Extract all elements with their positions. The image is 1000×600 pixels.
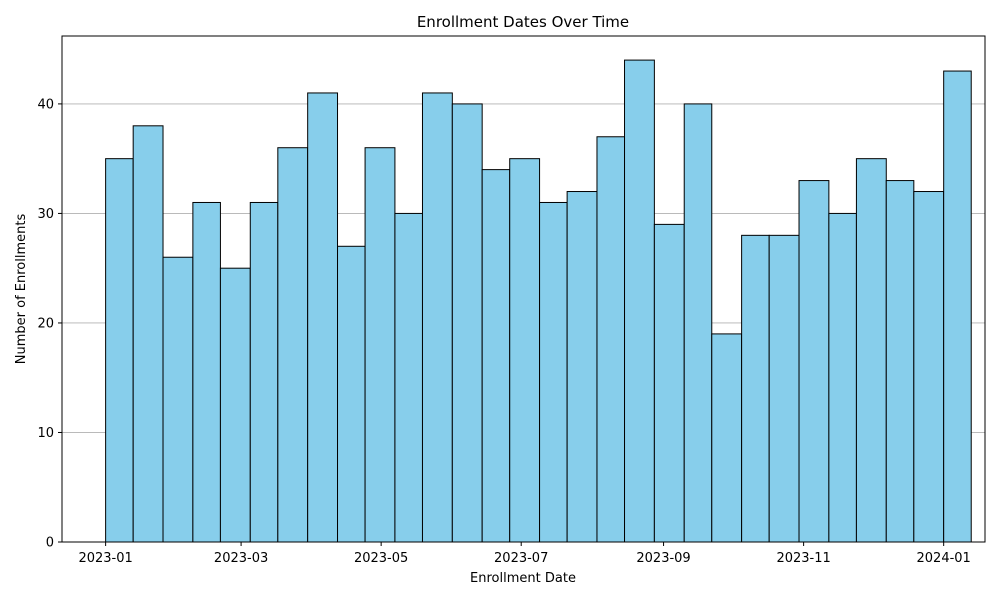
- histogram-bar: [451, 103, 483, 543]
- histogram-bar: [364, 147, 396, 543]
- x-tick-label: 2023-05: [354, 551, 408, 566]
- x-axis-label: Enrollment Date: [470, 571, 576, 586]
- x-tick-label: 2023-03: [214, 551, 268, 566]
- histogram-bar: [219, 267, 251, 543]
- histogram-bar: [132, 125, 164, 543]
- x-tick-label: 2023-11: [776, 551, 830, 566]
- y-axis-ticks: 0 10 20 30 40: [37, 97, 62, 551]
- y-tick-label: 10: [37, 426, 54, 441]
- x-axis-ticks: 2023-01 2023-03 2023-05 2023-07 2023-09 2023-…: [78, 542, 971, 566]
- histogram-bar: [162, 256, 194, 543]
- histogram-bar: [683, 103, 713, 543]
- histogram-bar: [624, 59, 655, 543]
- x-tick-label: 2023-07: [494, 551, 548, 566]
- bars: [105, 59, 972, 543]
- histogram-bar: [798, 180, 830, 543]
- x-tick-label: 2024-01: [917, 551, 971, 566]
- y-tick-label: 0: [46, 536, 54, 551]
- histogram-bar: [566, 191, 598, 543]
- x-tick-label: 2023-01: [78, 551, 132, 566]
- histogram-bar: [509, 158, 541, 543]
- histogram-bar: [653, 223, 685, 543]
- histogram-bar: [943, 70, 972, 543]
- histogram-bar: [307, 92, 339, 543]
- histogram-bar: [539, 201, 568, 543]
- histogram-bar: [105, 158, 134, 543]
- histogram-bar: [828, 212, 857, 543]
- histogram-bar: [421, 92, 453, 543]
- histogram-bar: [913, 191, 945, 543]
- chart-title: Enrollment Dates Over Time: [417, 13, 629, 31]
- histogram-bar: [249, 201, 279, 543]
- y-axis-label: Number of Enrollments: [14, 214, 29, 365]
- histogram-bar: [277, 147, 309, 543]
- histogram-bar: [768, 234, 800, 543]
- y-tick-label: 40: [37, 97, 54, 112]
- histogram-bar: [337, 245, 366, 543]
- y-tick-label: 20: [37, 316, 54, 331]
- histogram-bar: [481, 169, 511, 543]
- histogram-bar: [394, 212, 423, 543]
- histogram-bar: [855, 158, 887, 543]
- histogram-bar: [596, 136, 626, 543]
- plot-frame: [61, 35, 986, 543]
- x-tick-label: 2023-09: [636, 551, 690, 566]
- histogram-bar: [711, 333, 743, 543]
- histogram-bar: [885, 180, 915, 543]
- histogram-bar: [192, 201, 221, 543]
- histogram-bar: [741, 234, 770, 543]
- y-tick-label: 30: [37, 207, 54, 222]
